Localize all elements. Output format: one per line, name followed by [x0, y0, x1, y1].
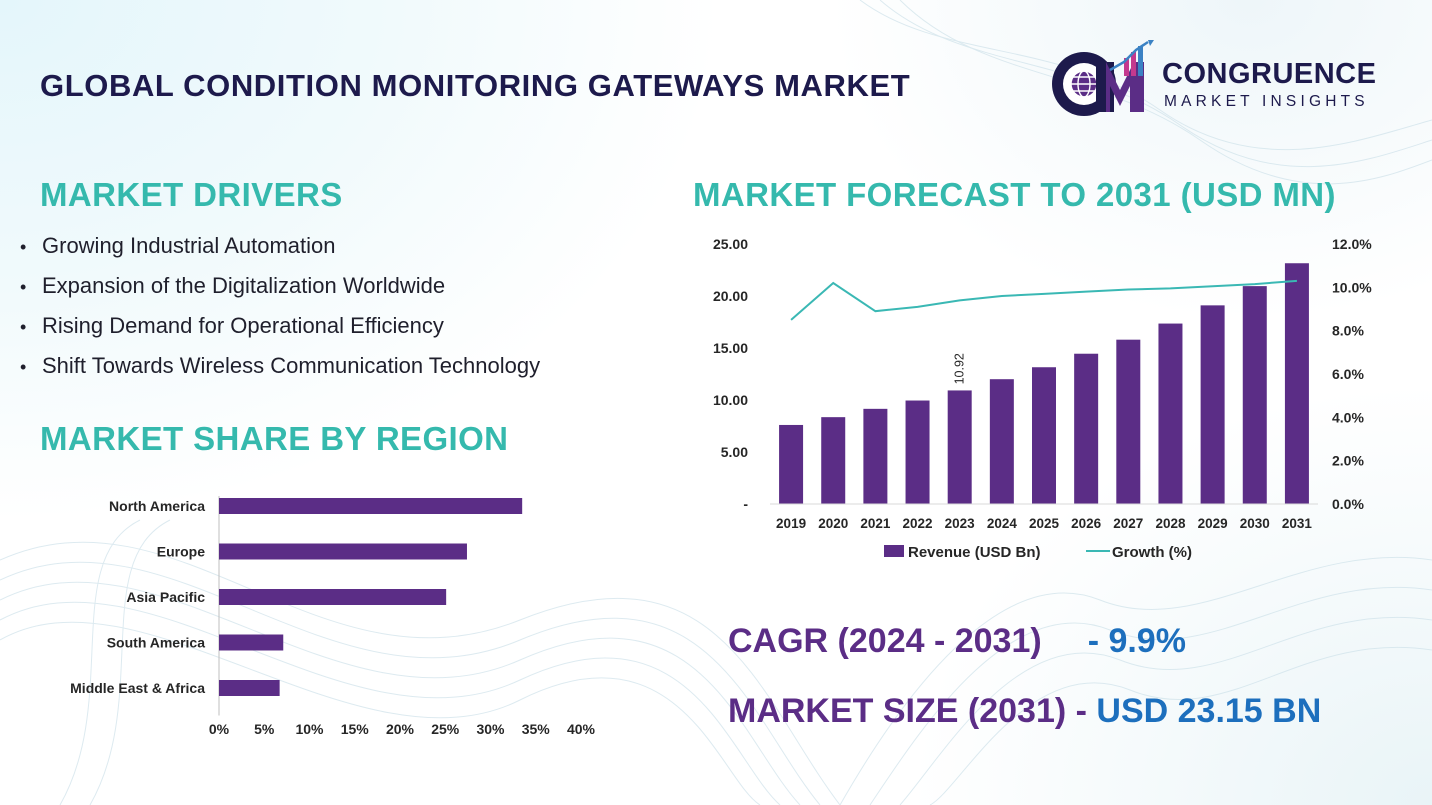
forecast-right-tick: 2.0%	[1332, 453, 1364, 469]
forecast-right-tick: 6.0%	[1332, 366, 1364, 382]
region-x-tick: 20%	[386, 721, 415, 737]
forecast-right-tick: 4.0%	[1332, 409, 1364, 425]
logo-mark-icon	[1052, 40, 1154, 116]
driver-item: Rising Demand for Operational Efficiency	[20, 310, 540, 350]
region-bar	[219, 543, 467, 560]
region-label: Middle East & Africa	[70, 680, 205, 696]
region-bar	[219, 680, 280, 696]
driver-item: Expansion of the Digitalization Worldwid…	[20, 270, 540, 310]
logo-name: CONGRUENCE	[1162, 58, 1377, 90]
region-label: Europe	[157, 544, 205, 560]
company-logo: CONGRUENCE MARKET INSIGHTS	[1040, 38, 1400, 122]
legend-growth-label: Growth (%)	[1112, 544, 1192, 561]
forecast-right-tick: 12.0%	[1332, 236, 1372, 252]
forecast-bar	[1242, 286, 1267, 504]
forecast-heading: MARKET FORECAST TO 2031 (USD MN)	[693, 176, 1336, 213]
market-size-label: MARKET SIZE (2031)	[728, 692, 1067, 730]
driver-item: Shift Towards Wireless Communication Tec…	[20, 350, 540, 390]
drivers-heading: MARKET DRIVERS	[40, 176, 343, 213]
forecast-left-tick: 25.00	[713, 236, 748, 252]
region-share-chart: North America Europe Asia Pacific South Ame…	[70, 496, 596, 737]
forecast-left-tick: -	[743, 496, 748, 512]
forecast-bar	[1158, 323, 1183, 504]
cagr-value: - 9.9%	[1087, 622, 1186, 660]
forecast-x-tick: 2019	[776, 516, 806, 531]
forecast-x-tick: 2025	[1029, 516, 1060, 531]
forecast-x-tick: 2021	[860, 516, 891, 531]
forecast-bar	[863, 408, 888, 504]
region-x-tick: 40%	[567, 721, 596, 737]
region-label: North America	[109, 498, 205, 514]
forecast-chart: - 5.00 10.00 15.00 20.00 25.00 0.0% 2.0% 4.0% 6.0…	[713, 236, 1372, 561]
page-title: GLOBAL CONDITION MONITORING GATEWAYS MAR…	[40, 68, 911, 103]
forecast-left-tick: 5.00	[721, 444, 748, 460]
share-heading: MARKET SHARE BY REGION	[40, 420, 509, 457]
region-label: Asia Pacific	[126, 589, 205, 605]
drivers-list: Growing Industrial Automation Expansion …	[20, 230, 540, 390]
region-x-tick: 15%	[341, 721, 370, 737]
region-x-tick: 5%	[254, 721, 275, 737]
forecast-right-tick: 10.0%	[1332, 279, 1372, 295]
forecast-left-tick: 15.00	[713, 340, 748, 356]
forecast-x-tick: 2026	[1071, 516, 1102, 531]
forecast-bar	[1074, 353, 1099, 504]
forecast-bar	[821, 417, 846, 504]
market-size-stat: MARKET SIZE (2031) - USD 23.15 BN	[728, 692, 1321, 731]
forecast-left-tick: 20.00	[713, 288, 748, 304]
forecast-x-tick: 2031	[1282, 516, 1313, 531]
region-x-tick: 30%	[476, 721, 505, 737]
region-x-tick: 10%	[295, 721, 324, 737]
region-bar	[219, 589, 447, 605]
region-bar	[219, 634, 284, 651]
forecast-data-label: 10.92	[953, 353, 967, 384]
forecast-bar	[905, 400, 930, 504]
driver-item: Growing Industrial Automation	[20, 230, 540, 270]
market-size-separator: -	[1066, 692, 1097, 730]
forecast-bar	[1284, 263, 1309, 504]
cagr-label: CAGR (2024 - 2031)	[728, 622, 1042, 660]
region-x-tick: 25%	[431, 721, 460, 737]
legend-revenue-swatch	[884, 545, 904, 557]
cagr-stat: CAGR (2024 - 2031) - 9.9%	[728, 622, 1186, 661]
growth-line	[790, 279, 1297, 321]
forecast-bar	[989, 379, 1014, 504]
forecast-bar	[1116, 339, 1141, 504]
region-x-tick: 0%	[209, 721, 230, 737]
market-size-value: USD 23.15 BN	[1096, 692, 1322, 730]
forecast-x-tick: 2028	[1155, 516, 1186, 531]
forecast-bar	[779, 424, 804, 504]
logo-tagline: MARKET INSIGHTS	[1164, 93, 1369, 110]
forecast-x-tick: 2023	[945, 516, 976, 531]
region-bar	[219, 498, 523, 514]
region-x-tick: 35%	[522, 721, 551, 737]
forecast-x-tick: 2020	[818, 516, 848, 531]
forecast-x-tick: 2030	[1240, 516, 1270, 531]
legend-revenue-label: Revenue (USD Bn)	[908, 544, 1041, 561]
forecast-x-tick: 2022	[903, 516, 933, 531]
forecast-x-tick: 2027	[1113, 516, 1143, 531]
forecast-right-tick: 8.0%	[1332, 323, 1364, 339]
forecast-left-tick: 10.00	[713, 392, 748, 408]
forecast-bar	[1200, 305, 1225, 504]
region-label: South America	[107, 635, 205, 651]
forecast-bar	[947, 390, 972, 504]
forecast-x-tick: 2029	[1198, 516, 1228, 531]
forecast-right-tick: 0.0%	[1332, 496, 1364, 512]
forecast-x-tick: 2024	[987, 516, 1018, 531]
forecast-bar	[1032, 367, 1056, 504]
